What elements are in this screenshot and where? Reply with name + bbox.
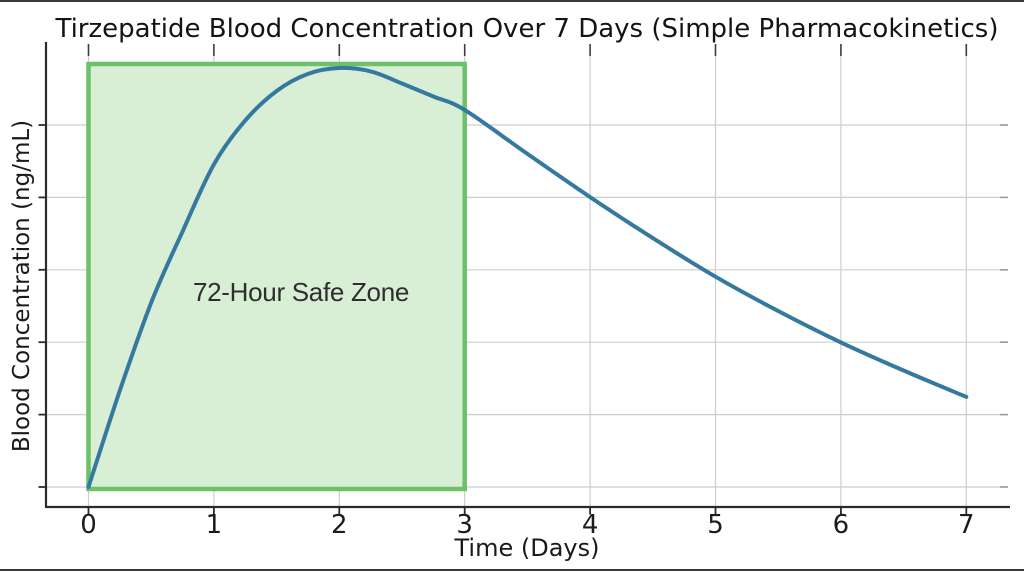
x-tick-label: 4 bbox=[582, 510, 599, 540]
top-frame-line bbox=[0, 0, 1024, 2]
safe-zone-label: 72-Hour Safe Zone bbox=[193, 277, 409, 307]
x-tick-label: 7 bbox=[958, 510, 975, 540]
x-tick-label: 3 bbox=[456, 510, 473, 540]
x-tick-label: 5 bbox=[707, 510, 724, 540]
x-tick-label: 1 bbox=[206, 510, 223, 540]
y-axis-label: Blood Concentration (ng/mL) bbox=[9, 120, 35, 452]
chart-title: Tirzepatide Blood Concentration Over 7 D… bbox=[55, 14, 999, 44]
x-tick-label: 6 bbox=[833, 510, 850, 540]
x-axis-label: Time (Days) bbox=[454, 534, 600, 562]
axis-ticks bbox=[38, 44, 1008, 515]
axis-spines bbox=[44, 42, 1010, 509]
x-tick-label: 2 bbox=[331, 510, 348, 540]
concentration-curve bbox=[86, 65, 969, 489]
safe-zone-rect bbox=[86, 61, 467, 492]
x-tick-labels: 0 1 2 3 4 5 6 7 bbox=[80, 510, 974, 540]
x-tick-label: 0 bbox=[80, 510, 97, 540]
bottom-frame-line bbox=[0, 569, 1024, 571]
